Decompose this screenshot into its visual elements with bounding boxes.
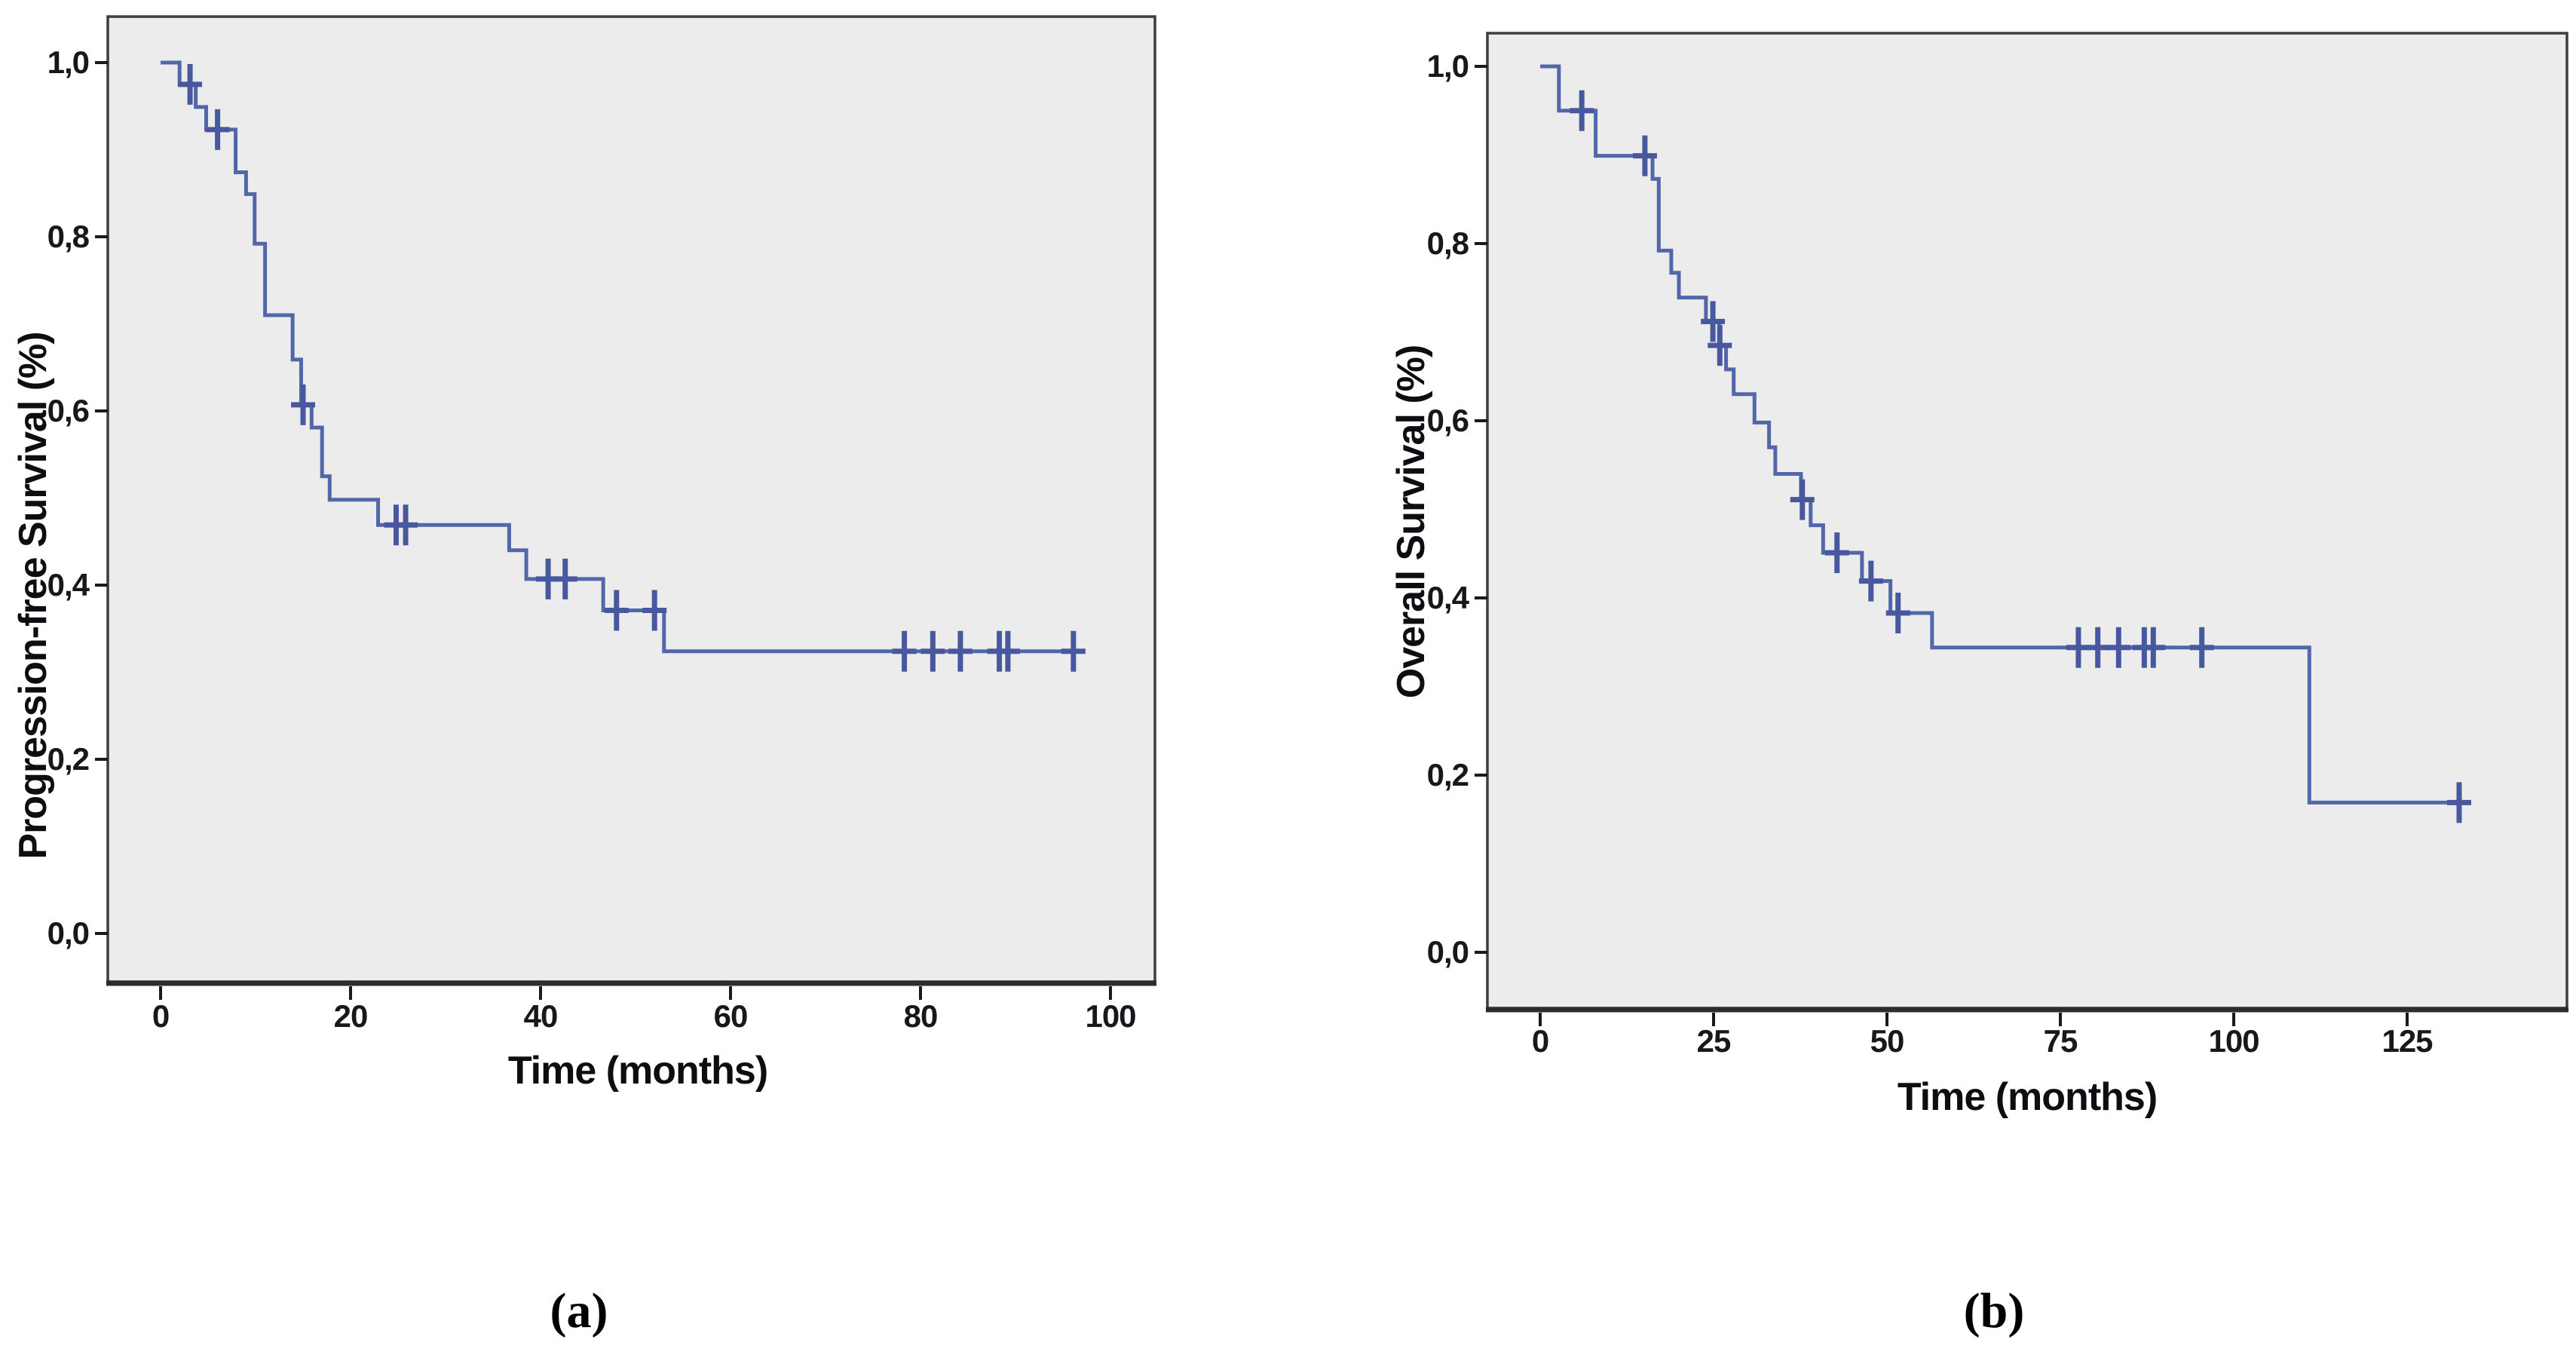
y-tick-label: 0,0 bbox=[1426, 934, 1469, 970]
plot-area bbox=[106, 15, 1156, 983]
x-tick-label: 60 bbox=[713, 998, 749, 1034]
y-tick-label: 0,2 bbox=[1426, 757, 1469, 792]
panel-label-a: (a) bbox=[550, 1283, 608, 1338]
x-tick-label: 0 bbox=[152, 998, 170, 1034]
panel-label-b: (b) bbox=[1963, 1283, 2025, 1338]
x-tick-label: 0 bbox=[1531, 1023, 1549, 1059]
x-tick-label: 125 bbox=[2381, 1023, 2433, 1059]
y-tick-label: 0,4 bbox=[47, 567, 90, 602]
x-tick-label: 100 bbox=[1085, 998, 1136, 1034]
y-tick-label: 0,0 bbox=[47, 915, 90, 951]
survival-curve bbox=[161, 60, 1083, 654]
y-tick-label: 0,4 bbox=[1426, 580, 1469, 615]
y-tick-label: 0,6 bbox=[1426, 403, 1469, 438]
y-tick-label: 0,6 bbox=[47, 393, 90, 428]
x-axis-title-a: Time (months) bbox=[507, 1049, 768, 1093]
plot-area bbox=[1486, 32, 2568, 1010]
y-tick-label: 0,8 bbox=[1426, 225, 1469, 261]
y-tick-label: 1,0 bbox=[1426, 48, 1469, 84]
x-tick-label: 80 bbox=[903, 998, 939, 1034]
x-tick-label: 100 bbox=[2208, 1023, 2259, 1059]
x-tick-label: 75 bbox=[2043, 1023, 2078, 1059]
y-axis-title-b: Overall Survival (%) bbox=[1389, 345, 1433, 699]
y-tick-label: 0,2 bbox=[47, 741, 90, 777]
x-axis-title-b: Time (months) bbox=[1897, 1075, 2158, 1119]
x-tick-label: 25 bbox=[1696, 1023, 1732, 1059]
y-tick-label: 1,0 bbox=[47, 44, 90, 80]
x-tick-label: 50 bbox=[1870, 1023, 1905, 1059]
km-plot-b bbox=[1475, 32, 2568, 1026]
km-plot-a bbox=[95, 15, 1156, 1000]
y-tick-label: 0,8 bbox=[47, 219, 90, 254]
x-tick-label: 40 bbox=[523, 998, 559, 1034]
x-tick-label: 20 bbox=[333, 998, 369, 1034]
